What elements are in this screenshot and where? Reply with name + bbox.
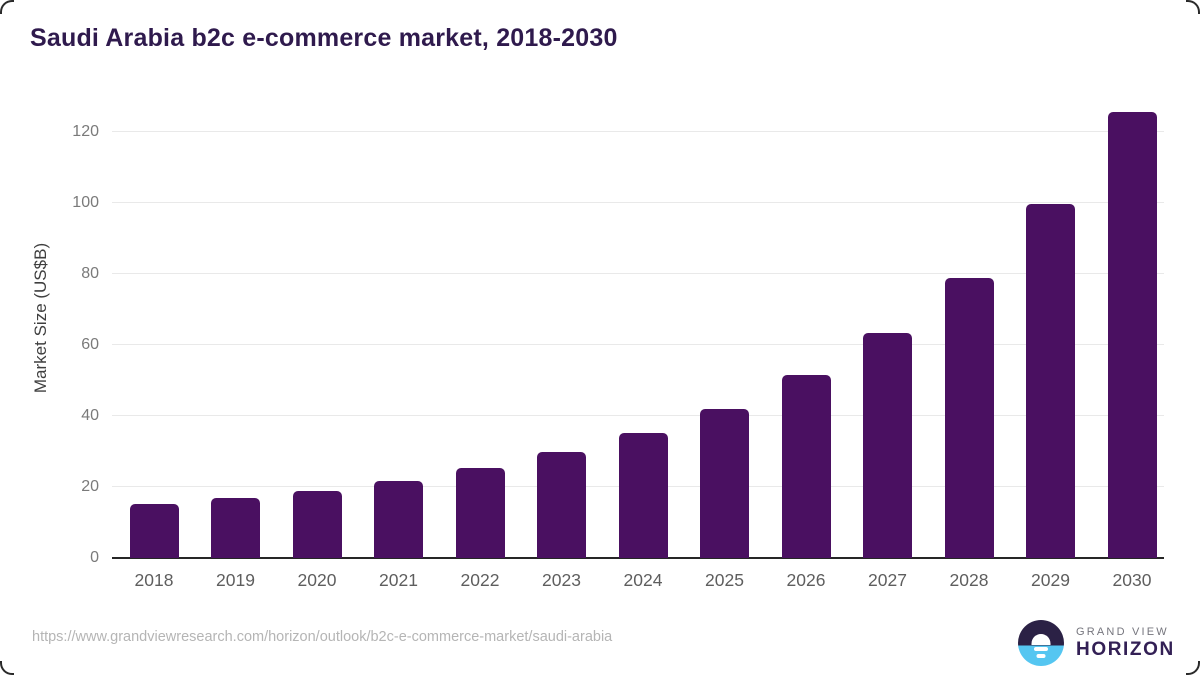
rounded-corner-bottom-left xyxy=(0,661,14,675)
y-tick-label-60: 60 xyxy=(81,336,99,353)
logo-text: GRAND VIEW HORIZON xyxy=(1076,626,1175,661)
rounded-corner-top-left xyxy=(0,0,14,14)
bar-2022 xyxy=(455,468,505,558)
x-tick-label-2030: 2030 xyxy=(1112,570,1152,590)
y-tick-label-80: 80 xyxy=(81,265,99,282)
bar-2025 xyxy=(700,408,749,558)
gridline-80 xyxy=(112,273,1164,274)
bar-2029 xyxy=(1026,204,1075,558)
chart-title: Saudi Arabia b2c e-commerce market, 2018… xyxy=(30,24,618,52)
rounded-corner-top-right xyxy=(1186,0,1200,14)
y-tick-label-0: 0 xyxy=(90,549,99,566)
x-tick-label-2020: 2020 xyxy=(297,570,337,590)
y-tick-label-100: 100 xyxy=(72,194,99,211)
rounded-corner-bottom-right xyxy=(1186,661,1200,675)
bar-2019 xyxy=(211,497,260,558)
logo-text-horizon: HORIZON xyxy=(1076,638,1175,660)
y-tick-label-120: 120 xyxy=(72,123,99,140)
gridline-100 xyxy=(112,202,1164,203)
bar-2023 xyxy=(537,451,586,558)
x-tick-label-2019: 2019 xyxy=(216,570,255,590)
x-tick-label-2027: 2027 xyxy=(868,570,907,590)
x-tick-label-2023: 2023 xyxy=(542,570,581,590)
bar-2020 xyxy=(292,490,342,558)
x-tick-label-2018: 2018 xyxy=(134,570,174,590)
x-tick-label-2022: 2022 xyxy=(460,570,500,590)
logo-text-grand-view: GRAND VIEW xyxy=(1076,625,1169,638)
x-tick-label-2025: 2025 xyxy=(705,570,744,590)
source-url: https://www.grandviewresearch.com/horizo… xyxy=(32,629,613,645)
bar-chart-plot-area: 0 20 40 60 80 100 120 2018 2019 2020 2021 2022 2023 2… xyxy=(72,112,1164,590)
sun-reflection-line-1 xyxy=(1034,647,1048,651)
grandview-horizon-logo: GRAND VIEW HORIZON xyxy=(1018,620,1175,666)
gridline-40 xyxy=(112,415,1164,416)
bar-2028 xyxy=(944,277,994,558)
gridline-120 xyxy=(112,131,1164,132)
bar-2018 xyxy=(129,504,179,558)
horizon-sun-icon xyxy=(1018,620,1064,666)
bar-2024 xyxy=(618,433,668,558)
x-tick-label-2024: 2024 xyxy=(623,570,663,590)
x-tick-label-2029: 2029 xyxy=(1031,570,1070,590)
sun-dome-shape xyxy=(1031,634,1051,646)
x-tick-label-2028: 2028 xyxy=(949,570,989,590)
x-tick-label-2021: 2021 xyxy=(379,570,418,590)
bar-2030 xyxy=(1107,112,1157,558)
bar-2021 xyxy=(374,480,423,558)
y-tick-label-40: 40 xyxy=(81,407,99,424)
bar-2027 xyxy=(863,332,912,558)
gridline-60 xyxy=(112,344,1164,345)
sun-reflection-line-2 xyxy=(1036,654,1046,658)
x-axis-line xyxy=(112,557,1164,559)
y-axis-title: Market Size (US$B) xyxy=(31,242,50,394)
bar-2026 xyxy=(781,375,831,558)
y-tick-label-20: 20 xyxy=(81,478,99,495)
x-tick-label-2026: 2026 xyxy=(786,570,826,590)
